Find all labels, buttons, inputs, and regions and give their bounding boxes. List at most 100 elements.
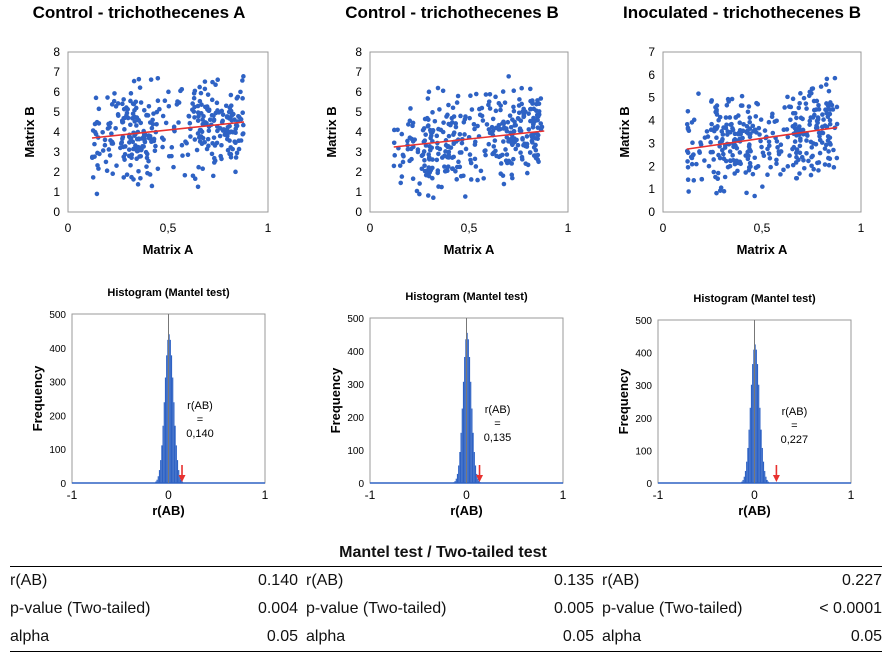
data-point bbox=[440, 129, 446, 135]
data-point bbox=[820, 112, 825, 117]
data-point bbox=[685, 159, 690, 164]
data-point bbox=[531, 145, 537, 150]
histogram-bar bbox=[476, 473, 478, 483]
row-value: 0.140 bbox=[257, 572, 298, 589]
data-point bbox=[215, 128, 220, 134]
data-point bbox=[400, 159, 406, 165]
data-point bbox=[169, 145, 175, 150]
x-tick-label: 0 bbox=[751, 488, 758, 502]
data-point bbox=[737, 150, 743, 155]
row-label: alpha bbox=[306, 628, 346, 645]
data-point bbox=[538, 96, 544, 101]
data-point bbox=[128, 91, 134, 96]
y-tick-label: 100 bbox=[347, 446, 364, 457]
histogram-chart: Histogram (Mantel test) 0 100 200 300 400 500 -… bbox=[616, 293, 855, 518]
data-point bbox=[197, 98, 203, 104]
data-point bbox=[430, 110, 435, 115]
data-point bbox=[408, 106, 413, 111]
data-point bbox=[817, 150, 823, 156]
data-point bbox=[399, 174, 405, 179]
data-point bbox=[513, 146, 518, 152]
data-point bbox=[131, 101, 137, 107]
histogram-bar bbox=[466, 332, 468, 483]
data-point bbox=[797, 150, 803, 156]
y-tick-label: 2 bbox=[648, 159, 655, 173]
data-point bbox=[475, 123, 480, 129]
data-point bbox=[505, 119, 511, 125]
data-point bbox=[715, 170, 721, 176]
histogram-bar bbox=[169, 339, 171, 483]
data-point bbox=[519, 101, 524, 107]
data-point bbox=[794, 175, 800, 181]
y-tick-label: 4 bbox=[53, 125, 60, 139]
y-tick-label: 400 bbox=[49, 344, 66, 355]
histogram-bar bbox=[168, 334, 170, 483]
data-point bbox=[446, 102, 451, 108]
data-point bbox=[699, 176, 705, 182]
data-point bbox=[504, 152, 510, 157]
data-point bbox=[704, 129, 710, 134]
histogram-bar bbox=[752, 364, 754, 483]
x-tick-label: 1 bbox=[265, 221, 272, 235]
table-row: p-value (Two-tailed) 0.004 p-value (Two-t… bbox=[10, 595, 882, 623]
data-point bbox=[685, 177, 691, 182]
row-value: < 0.0001 bbox=[819, 600, 882, 617]
data-point bbox=[96, 106, 102, 112]
data-point bbox=[511, 88, 517, 94]
y-tick-label: 200 bbox=[49, 411, 66, 422]
data-point bbox=[399, 131, 405, 137]
trend-line bbox=[686, 126, 838, 150]
data-point bbox=[506, 74, 511, 79]
histogram-bar bbox=[474, 465, 477, 483]
data-point bbox=[454, 100, 460, 105]
row-label: p-value (Two-tailed) bbox=[306, 600, 447, 617]
data-point bbox=[213, 110, 219, 116]
histogram-bar bbox=[455, 478, 457, 483]
histogram-bar bbox=[453, 482, 455, 483]
data-point bbox=[122, 127, 127, 132]
data-point bbox=[209, 97, 215, 103]
data-point bbox=[794, 154, 799, 160]
y-tick-label: 2 bbox=[355, 165, 362, 179]
data-point bbox=[186, 113, 192, 119]
data-point bbox=[155, 98, 161, 104]
data-point bbox=[762, 128, 768, 133]
data-point bbox=[787, 153, 792, 158]
data-point bbox=[722, 174, 728, 180]
y-tick-label: 300 bbox=[347, 380, 364, 391]
y-tick-label: 7 bbox=[355, 65, 362, 79]
data-point bbox=[190, 101, 195, 106]
data-point bbox=[809, 163, 814, 169]
data-point bbox=[109, 102, 115, 107]
data-point bbox=[730, 153, 735, 158]
data-point bbox=[94, 119, 100, 125]
data-point bbox=[728, 158, 733, 164]
data-point bbox=[708, 127, 714, 133]
histogram-bar bbox=[167, 339, 169, 483]
table-title: Mantel test / Two-tailed test bbox=[339, 544, 547, 561]
data-point bbox=[807, 122, 812, 127]
histogram-bar bbox=[765, 476, 767, 483]
r-annotation-value: 0,135 bbox=[484, 432, 512, 444]
data-point bbox=[445, 164, 451, 169]
histogram-bar bbox=[758, 384, 760, 483]
data-point bbox=[124, 113, 129, 118]
y-tick-label: 7 bbox=[53, 65, 60, 79]
data-point bbox=[501, 181, 507, 187]
data-point bbox=[434, 133, 440, 139]
data-point bbox=[798, 115, 804, 121]
histogram-bar bbox=[458, 465, 460, 483]
data-point bbox=[818, 84, 824, 89]
data-point bbox=[473, 164, 479, 169]
data-point bbox=[166, 89, 171, 95]
y-tick-label: 200 bbox=[635, 414, 652, 425]
data-point bbox=[196, 164, 201, 170]
data-point bbox=[723, 158, 729, 164]
data-point bbox=[774, 161, 779, 167]
histogram-bar bbox=[479, 482, 481, 483]
row-value: 0.004 bbox=[257, 600, 298, 617]
data-point bbox=[498, 161, 504, 166]
data-point bbox=[147, 120, 153, 125]
data-point bbox=[407, 135, 413, 140]
y-tick-label: 1 bbox=[648, 182, 655, 196]
